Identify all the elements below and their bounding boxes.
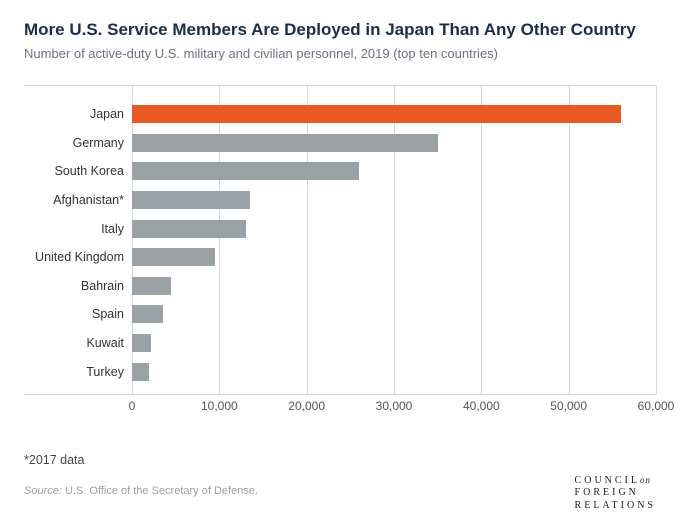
x-tick-label: 30,000	[376, 399, 413, 413]
bar-row: Spain	[24, 300, 656, 329]
bar-track	[132, 191, 656, 209]
bar-row: Turkey	[24, 357, 656, 386]
bar	[132, 248, 215, 266]
logo-line1a: COUNCIL	[575, 475, 640, 486]
row-label: Kuwait	[24, 336, 132, 350]
source-line: Source: U.S. Office of the Secretary of …	[24, 485, 656, 497]
cfr-logo: COUNCILon FOREIGN RELATIONS	[575, 475, 656, 513]
bar-row: Italy	[24, 214, 656, 243]
bar-track	[132, 305, 656, 323]
bar-track	[132, 363, 656, 381]
logo-line2: FOREIGN	[575, 487, 656, 500]
bar-track	[132, 334, 656, 352]
x-tick-label: 40,000	[463, 399, 500, 413]
gridline	[656, 86, 657, 394]
chart-subtitle: Number of active-duty U.S. military and …	[24, 46, 656, 61]
bar-track	[132, 134, 656, 152]
row-label: Afghanistan*	[24, 193, 132, 207]
bar-row: Japan	[24, 100, 656, 129]
x-tick-label: 20,000	[288, 399, 325, 413]
x-tick-label: 50,000	[550, 399, 587, 413]
bar	[132, 105, 621, 123]
row-label: United Kingdom	[24, 250, 132, 264]
bar-track	[132, 105, 656, 123]
x-tick-label: 0	[129, 399, 136, 413]
bar-row: Germany	[24, 129, 656, 158]
chart-title: More U.S. Service Members Are Deployed i…	[24, 20, 656, 40]
row-label: Bahrain	[24, 279, 132, 293]
x-axis: 010,00020,00030,00040,00050,00060,000	[132, 399, 656, 423]
bar-row: Kuwait	[24, 329, 656, 358]
row-label: Turkey	[24, 365, 132, 379]
bar	[132, 191, 250, 209]
x-tick-label: 60,000	[638, 399, 675, 413]
row-label: South Korea	[24, 164, 132, 178]
source-text: U.S. Office of the Secretary of Defense.	[62, 485, 258, 497]
bar-rows: Japan Germany South Korea Afghanistan* Italy…	[24, 100, 656, 384]
bar-track	[132, 220, 656, 238]
bar-track	[132, 277, 656, 295]
bar	[132, 220, 246, 238]
row-label: Germany	[24, 136, 132, 150]
bar	[132, 305, 163, 323]
footnote: *2017 data	[24, 453, 656, 467]
bar	[132, 277, 171, 295]
x-tick-label: 10,000	[201, 399, 238, 413]
bar-row: Bahrain	[24, 272, 656, 301]
bar	[132, 363, 149, 381]
row-label: Spain	[24, 307, 132, 321]
logo-line3: RELATIONS	[575, 500, 656, 513]
bar	[132, 334, 151, 352]
bar-row: United Kingdom	[24, 243, 656, 272]
bar-track	[132, 248, 656, 266]
bar	[132, 162, 359, 180]
row-label: Italy	[24, 222, 132, 236]
bar	[132, 134, 438, 152]
bar-track	[132, 162, 656, 180]
chart-area: Japan Germany South Korea Afghanistan* Italy…	[24, 85, 656, 395]
source-prefix: Source:	[24, 485, 62, 497]
bar-row: South Korea	[24, 157, 656, 186]
row-label: Japan	[24, 107, 132, 121]
logo-line1b: on	[640, 475, 651, 485]
bar-row: Afghanistan*	[24, 186, 656, 215]
